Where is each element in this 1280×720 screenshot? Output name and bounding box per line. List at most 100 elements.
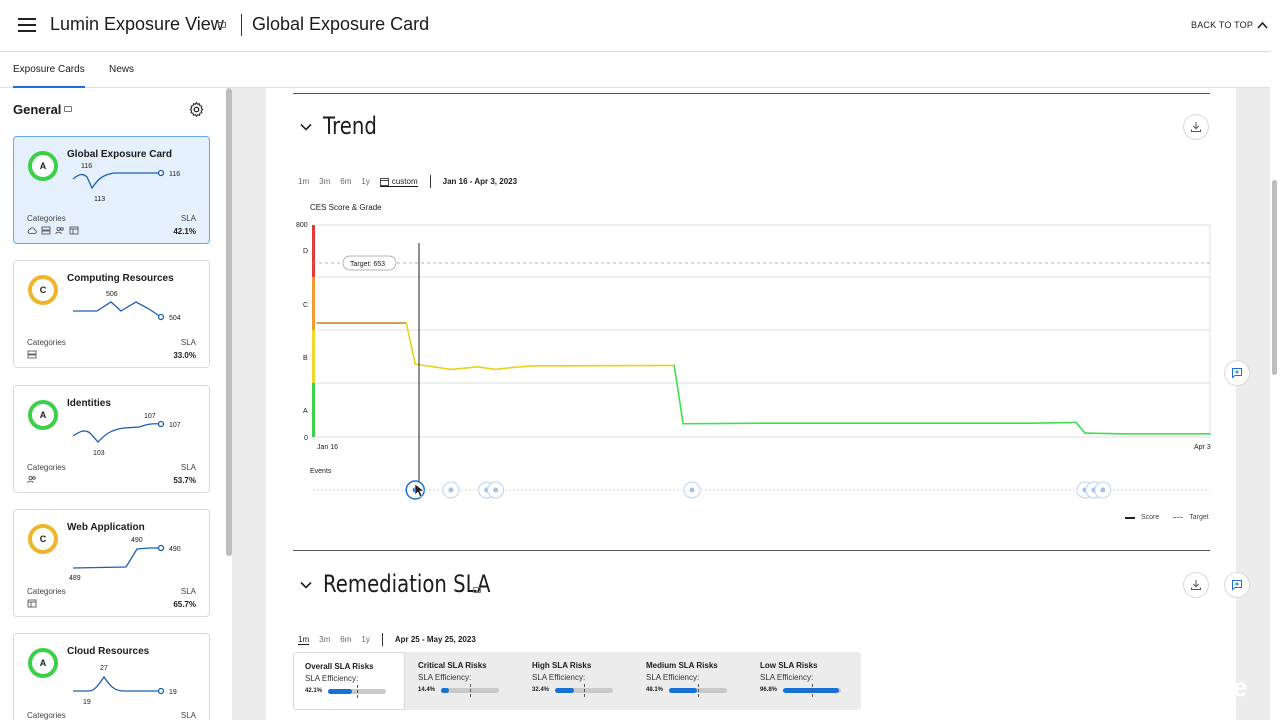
card-name: Computing Resources (67, 273, 174, 284)
info-icon[interactable] (64, 106, 72, 112)
score-line-segment (673, 364, 684, 425)
page-scrollbar[interactable] (1272, 180, 1277, 375)
sla-label: SLA (180, 587, 196, 596)
sla-target-marker (470, 683, 472, 697)
sla-tile[interactable]: Low SLA Risks SLA Efficiency: 96.8% (749, 652, 861, 710)
score-line-segment (512, 365, 533, 369)
grade-badge: C (28, 275, 58, 305)
sla-tile-title: Overall SLA Risks (305, 662, 374, 671)
users-icon (27, 475, 36, 484)
trend-date-range: Jan 16 - Apr 3, 2023 (442, 177, 518, 186)
range-option-6m[interactable]: 6m (340, 635, 352, 644)
range-option-1m[interactable]: 1m (298, 634, 310, 645)
chevron-down-icon[interactable] (300, 581, 312, 589)
info-icon[interactable] (218, 22, 226, 28)
comment-plus-icon (1232, 368, 1242, 379)
target-label-group: Target: 653 (342, 255, 397, 271)
category-icons (27, 226, 79, 235)
sla-label: SLA (180, 711, 196, 720)
spark-label: 490 (169, 546, 181, 553)
tab-news[interactable]: News (109, 64, 135, 75)
trend-chart[interactable]: 800 0 D C B A Jan 16 Apr 3 Target: 653 Events (290, 215, 1215, 535)
grade-axis-label: B (303, 355, 308, 362)
sla-tile[interactable]: Medium SLA Risks SLA Efficiency: 48.1% (635, 652, 747, 710)
events-label: Events (310, 468, 332, 475)
sla-tile[interactable]: High SLA Risks SLA Efficiency: 32.4% (521, 652, 633, 710)
score-line-segment (494, 366, 515, 371)
range-option-3m[interactable]: 3m (319, 177, 331, 186)
mouse-cursor-icon (414, 483, 425, 498)
back-to-top-button[interactable]: BACK TO TOP (1191, 20, 1268, 30)
sla-value: 33.0% (173, 351, 196, 360)
tab-bar: Exposure Cards News (0, 52, 1270, 88)
target-pill (342, 255, 397, 271)
categories-label: Categories (27, 214, 66, 223)
event-dot (689, 487, 695, 493)
spark-label: 103 (93, 450, 105, 457)
sparkline: 116 113 116 (72, 163, 180, 203)
chart-title: CES Score & Grade (310, 203, 382, 212)
info-icon[interactable] (473, 587, 481, 593)
add-comment-button[interactable] (1224, 360, 1250, 386)
range-option-custom[interactable]: custom (379, 177, 418, 187)
grade-band (312, 225, 315, 277)
legend-score-swatch (1125, 516, 1135, 519)
category-icons (27, 475, 37, 484)
event-dot (493, 487, 499, 493)
brand-mark: e (1233, 672, 1248, 702)
download-button[interactable] (1183, 114, 1209, 140)
app-header: Lumin Exposure View Global Exposure Card… (0, 0, 1270, 52)
range-separator (381, 633, 383, 646)
range-option-1y[interactable]: 1y (361, 635, 370, 644)
sla-value: 65.7% (173, 600, 196, 609)
sla-label: SLA (180, 463, 196, 472)
exposure-card-global[interactable]: A Global Exposure Card 116 113 116 Categ… (13, 136, 210, 244)
score-line-segment (682, 422, 765, 425)
sla-tile-title: Low SLA Risks (760, 661, 818, 670)
server-icon (27, 350, 37, 359)
trend-title: Trend (323, 112, 377, 140)
range-option-3m[interactable]: 3m (319, 635, 331, 644)
spark-label: 116 (169, 171, 180, 178)
score-line-segment (530, 364, 676, 367)
tab-exposure-cards[interactable]: Exposure Cards (13, 64, 85, 88)
comment-plus-icon (1232, 580, 1242, 591)
exposure-card-web-application[interactable]: C Web Application 490 489 490 Categories… (13, 509, 210, 617)
exposure-card-cloud-resources[interactable]: A Cloud Resources 27 19 19 Categories SL… (13, 633, 210, 720)
sla-tile[interactable]: Overall SLA Risks SLA Efficiency: 42.1% (293, 652, 405, 710)
gear-icon[interactable] (188, 101, 205, 118)
legend-score-label: Score (1141, 514, 1160, 521)
x-tick-label: Jan 16 (317, 444, 338, 451)
range-separator (429, 175, 431, 188)
sla-target-marker (812, 683, 814, 697)
range-option-1m[interactable]: 1m (298, 177, 310, 186)
download-button[interactable] (1183, 572, 1209, 598)
menu-icon[interactable] (18, 18, 36, 32)
header-divider (241, 14, 242, 36)
app-title: Lumin Exposure View (50, 14, 224, 34)
range-option-6m[interactable]: 6m (340, 177, 352, 186)
sla-efficiency-label: SLA Efficiency: (532, 673, 586, 682)
sla-label: SLA (180, 338, 196, 347)
x-tick-label: Apr 3 (1194, 444, 1211, 451)
sidebar-scrollbar[interactable] (226, 88, 232, 556)
sla-efficiency-row: 32.4% (532, 683, 633, 697)
chevron-down-icon[interactable] (300, 123, 312, 131)
score-line-segment (405, 322, 417, 365)
sla-tile[interactable]: Critical SLA Risks SLA Efficiency: 14.4% (407, 652, 519, 710)
sparkline: 490 489 490 (69, 537, 181, 582)
sla-efficiency-row: 14.4% (418, 683, 519, 697)
range-option-1y[interactable]: 1y (361, 177, 370, 186)
app-window-icon (69, 226, 79, 235)
sla-efficiency-value: 48.1% (646, 687, 664, 693)
add-comment-button[interactable] (1224, 572, 1250, 598)
sla-efficiency-value: 32.4% (532, 687, 550, 693)
sla-efficiency-row: 48.1% (646, 683, 747, 697)
grade-badge: A (28, 648, 58, 678)
main-panel (266, 88, 1236, 720)
y-axis-top-label: 800 (296, 222, 308, 229)
sparkline: 27 19 19 (73, 665, 177, 706)
categories-label: Categories (27, 463, 66, 472)
exposure-card-computing[interactable]: C Computing Resources 506 504 Categories… (13, 260, 210, 368)
exposure-card-identities[interactable]: A Identities 107 103 107 Categories SLA … (13, 385, 210, 493)
